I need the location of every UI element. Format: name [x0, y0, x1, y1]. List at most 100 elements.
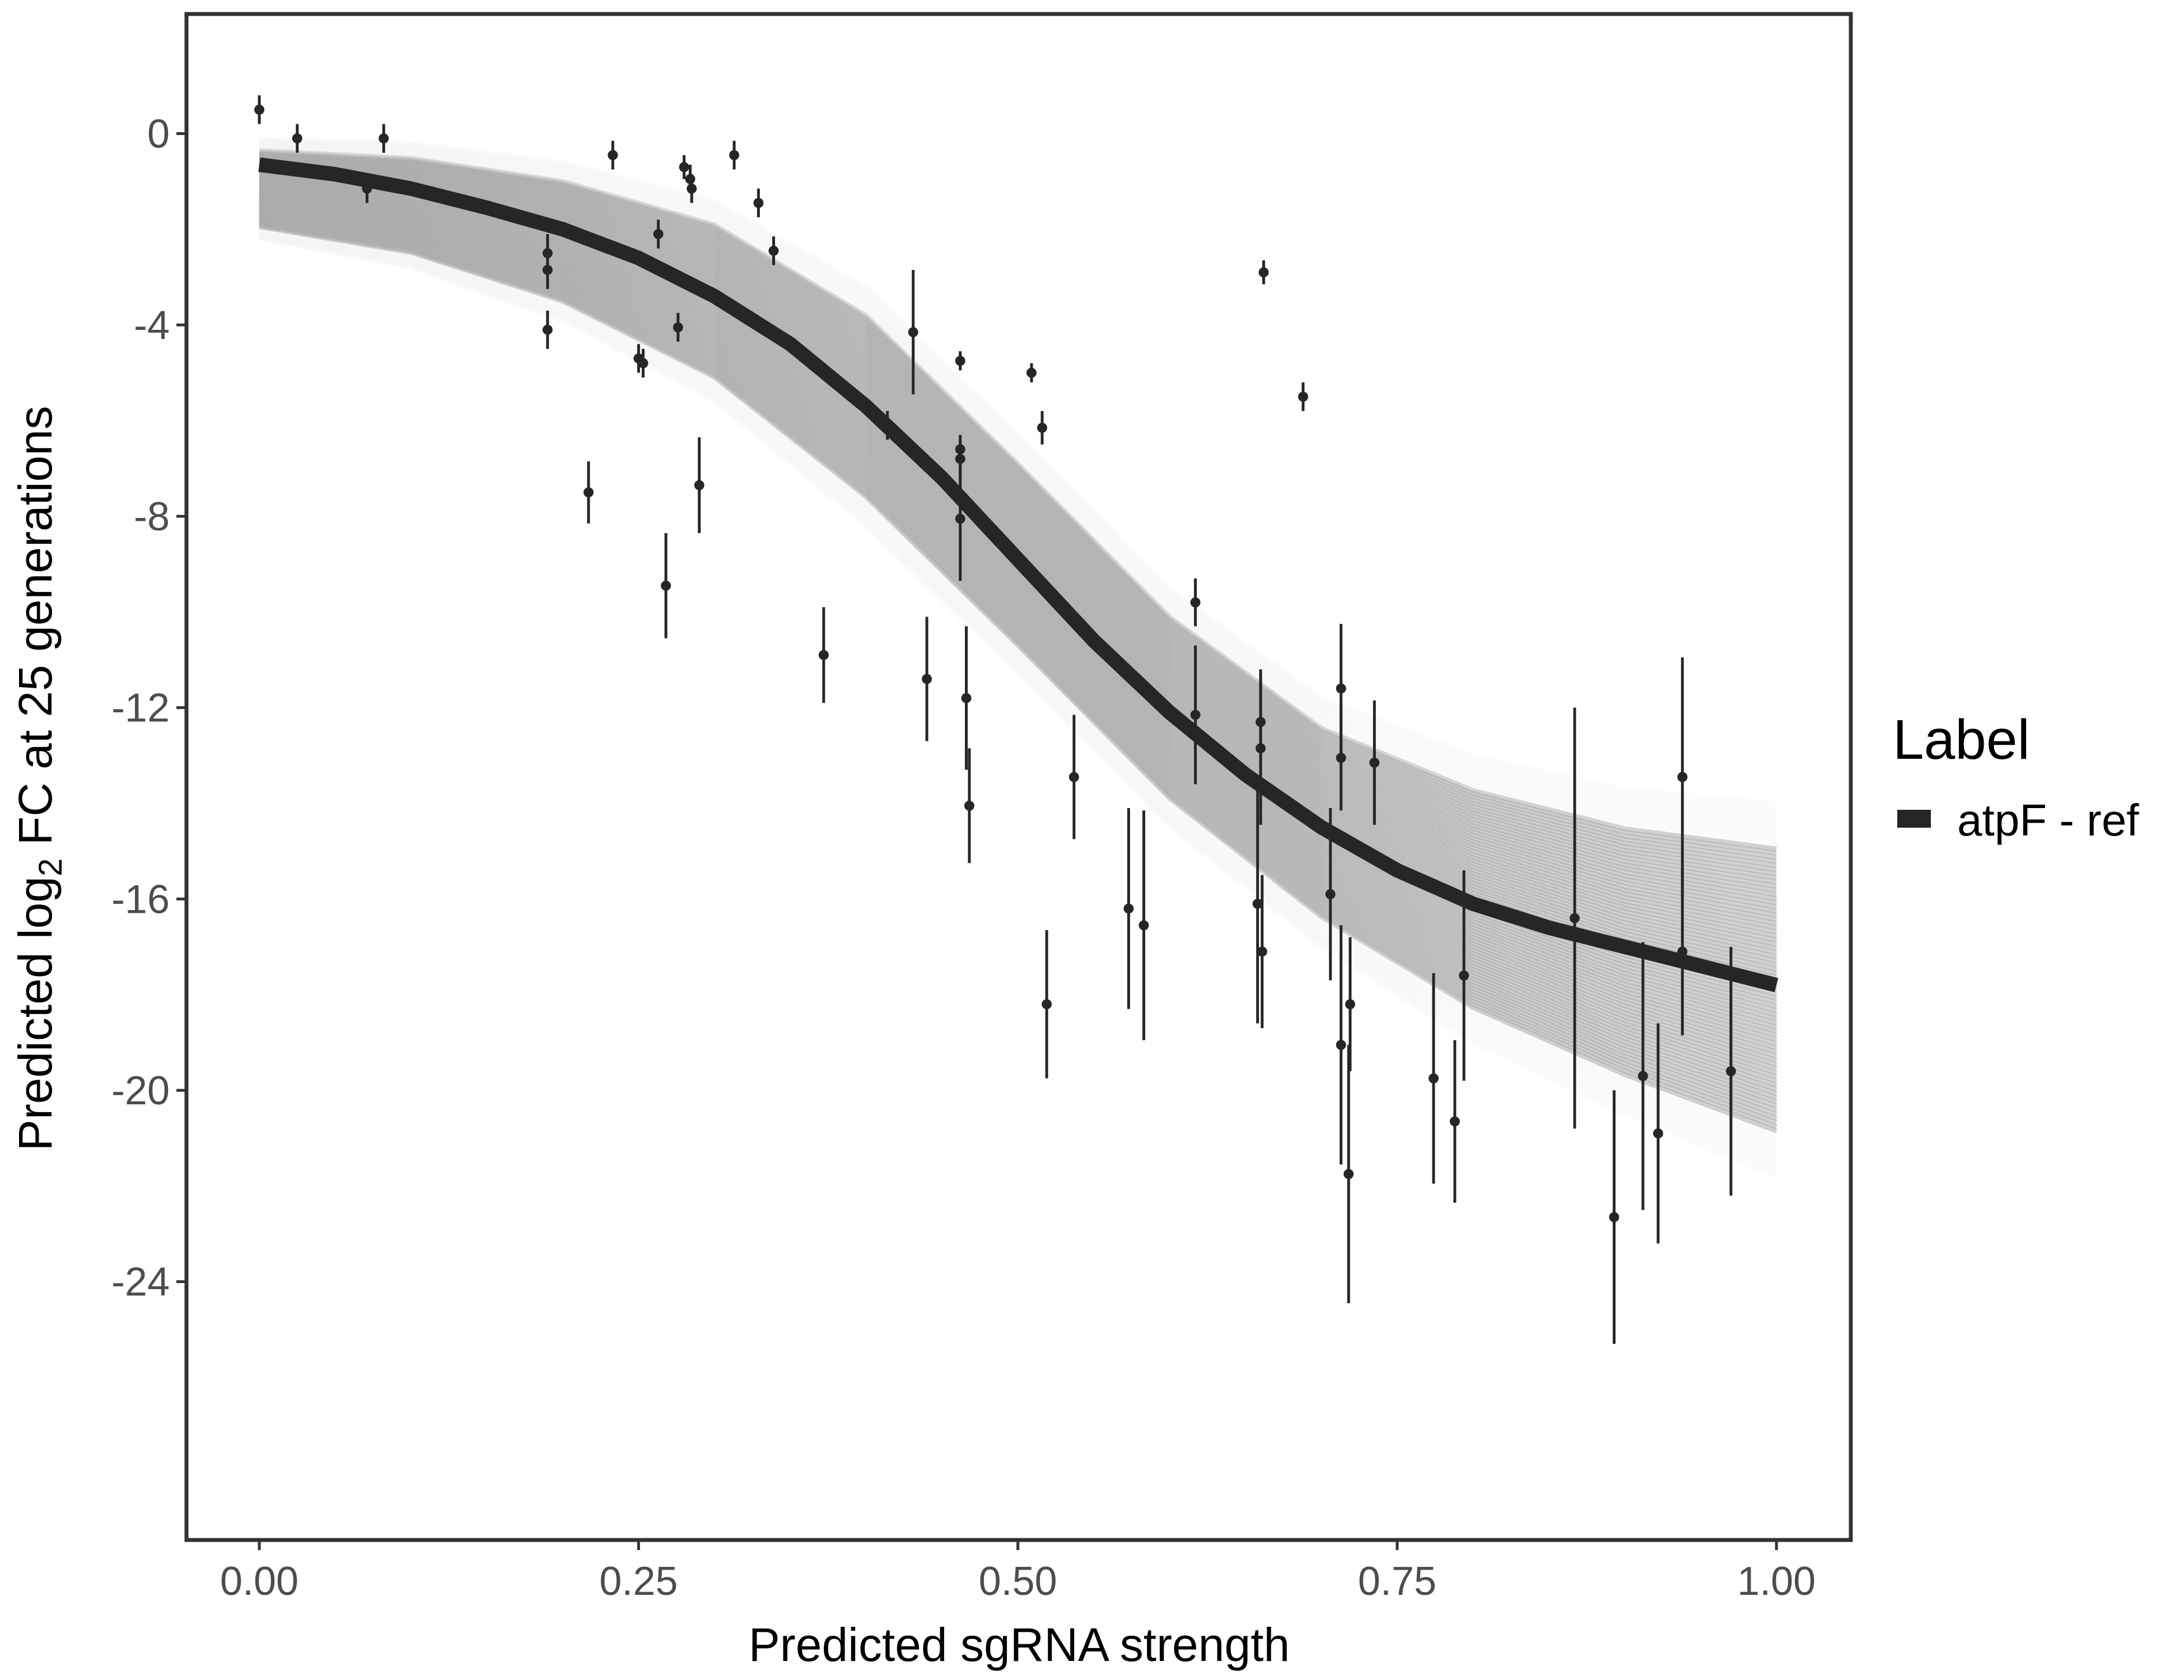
data-point: [1298, 382, 1308, 412]
y-tick-label: 0: [147, 112, 170, 157]
x-tick-label: 0.00: [220, 1559, 298, 1604]
data-point: [638, 348, 648, 378]
point-marker: [1256, 743, 1266, 754]
point-marker: [882, 420, 893, 431]
y-axis-title-suffix: FC at 25 generations: [9, 406, 62, 858]
panel-border: [184, 12, 1853, 1542]
y-tick-label: -8: [134, 494, 170, 539]
data-point: [653, 220, 664, 249]
point-marker: [685, 174, 696, 184]
fit-curve-layer: [258, 157, 1779, 992]
y-tick-label: -12: [111, 686, 170, 731]
data-point: [1336, 705, 1346, 811]
data-point: [1336, 925, 1346, 1165]
data-point: [1725, 946, 1736, 1196]
point-marker: [1459, 970, 1469, 981]
y-tick-label: -20: [111, 1068, 170, 1113]
point-marker: [694, 480, 704, 491]
data-point: [753, 188, 764, 218]
point-marker: [379, 133, 389, 144]
y-tick-label: -24: [111, 1260, 170, 1305]
point-marker: [1609, 1212, 1620, 1222]
posterior-draw-line: [259, 146, 1777, 843]
posterior-draw-line: [259, 147, 1777, 847]
point-marker: [1138, 920, 1149, 931]
posterior-draw-line: [259, 140, 1777, 823]
point-marker: [1569, 913, 1580, 923]
data-point: [1428, 973, 1439, 1184]
data-point: [1190, 645, 1201, 785]
data-point: [1343, 1044, 1354, 1304]
x-tick-label: 1.00: [1737, 1559, 1816, 1604]
point-marker: [922, 674, 932, 684]
data-point: [1609, 1090, 1620, 1344]
data-point: [1258, 260, 1269, 284]
data-points: [254, 95, 1736, 1344]
data-point: [608, 141, 618, 170]
point-marker: [1257, 946, 1267, 957]
posterior-draw-line: [259, 228, 1777, 1150]
data-point: [1042, 930, 1052, 1079]
y-axis-title-prefix: Predicted log: [9, 876, 62, 1151]
data-point: [768, 236, 779, 265]
data-point: [1449, 1040, 1460, 1203]
posterior-draw-line: [259, 236, 1777, 1179]
point-marker: [673, 322, 683, 333]
posterior-draw-line: [259, 136, 1777, 806]
data-point: [1037, 411, 1047, 445]
point-marker: [1190, 710, 1201, 720]
data-point: [964, 748, 974, 864]
posterior-draw-line: [259, 232, 1777, 1163]
posterior-draw-line: [259, 139, 1777, 819]
point-marker: [542, 324, 553, 335]
data-point: [1068, 715, 1079, 839]
point-marker: [1336, 683, 1346, 694]
point-marker: [1345, 999, 1355, 1010]
data-point: [1138, 810, 1149, 1040]
data-point: [661, 533, 671, 638]
data-point: [908, 270, 918, 395]
data-point: [818, 607, 829, 703]
posterior-draw-line: [259, 144, 1777, 839]
y-tick-label: -4: [134, 303, 170, 348]
x-axis-title: Predicted sgRNA strength: [749, 1618, 1290, 1671]
data-point: [729, 141, 740, 170]
data-point: [694, 437, 704, 533]
point-marker: [292, 133, 302, 144]
legend-label-atpf-ref: atpF - ref: [1957, 795, 2139, 845]
data-point: [882, 411, 893, 440]
posterior-draw-line: [259, 227, 1777, 1146]
point-marker: [608, 150, 618, 160]
point-marker: [1298, 391, 1308, 402]
posterior-draw-line: [259, 142, 1777, 831]
data-point: [292, 124, 302, 153]
data-point: [379, 124, 389, 153]
point-marker: [818, 650, 829, 660]
point-marker: [1369, 757, 1380, 768]
data-point: [254, 95, 265, 124]
point-marker: [1637, 1071, 1648, 1081]
point-marker: [1336, 753, 1346, 763]
data-point: [922, 617, 932, 741]
data-point: [1677, 657, 1688, 897]
data-point: [1369, 700, 1380, 825]
data-point: [687, 174, 697, 203]
point-marker: [1042, 999, 1052, 1010]
posterior-draw-line: [259, 233, 1777, 1166]
point-marker: [961, 693, 972, 703]
posterior-draw-line: [259, 148, 1777, 852]
data-point: [1257, 875, 1267, 1028]
point-marker: [1336, 1039, 1346, 1050]
point-marker: [964, 800, 974, 811]
point-marker: [254, 104, 265, 115]
point-marker: [1190, 597, 1201, 608]
legend: Label atpF - ref: [1893, 708, 2139, 845]
point-marker: [729, 150, 740, 160]
point-marker: [1037, 422, 1047, 433]
point-marker: [1325, 889, 1336, 899]
point-marker: [638, 358, 648, 368]
data-point: [961, 626, 972, 770]
posterior-draw-line: [259, 230, 1777, 1154]
data-point: [1123, 808, 1134, 1009]
x-tick-label: 0.25: [599, 1559, 678, 1604]
